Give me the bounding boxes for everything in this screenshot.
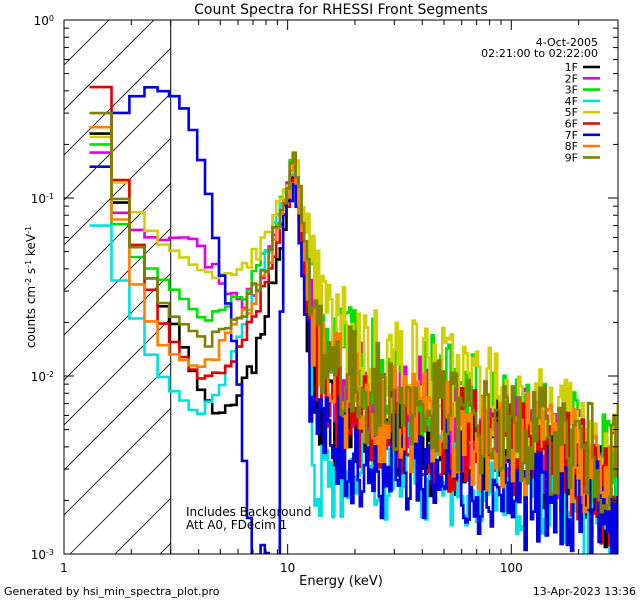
- plot-frame: [63, 19, 619, 555]
- chart-title: Count Spectra for RHESSI Front Segments: [194, 2, 488, 18]
- y-axis-label-sup: -1: [24, 226, 33, 234]
- footer-generated-by: Generated by hsi_min_spectra_plot.pro: [4, 585, 220, 598]
- legend-label-3f: 3F: [565, 84, 578, 97]
- hatch-line: [64, 92, 171, 201]
- y-axis-label-sup: -2: [24, 278, 33, 286]
- y-axis-label-sup: -1: [24, 260, 33, 268]
- time-range: 02:21:00 to 02:22:00: [481, 47, 598, 60]
- legend-label-9f: 9F: [565, 151, 578, 164]
- x-axis-ticks: 1 10 100: [60, 20, 619, 575]
- legend-label-7f: 7F: [565, 129, 578, 142]
- y-axis-label-part: counts cm: [24, 286, 38, 348]
- series-layer: [89, 85, 618, 554]
- hatch-line: [64, 362, 171, 471]
- hatch-line: [69, 452, 171, 554]
- legend-label-2f: 2F: [565, 72, 578, 85]
- legend-label-1f: 1F: [565, 61, 578, 74]
- footer-timestamp: 13-Apr-2023 13:36: [533, 585, 636, 598]
- y-axis-label: counts cm-2 s-1 keV-1: [24, 226, 39, 348]
- series-7f: [89, 86, 618, 554]
- legend-label-4f: 4F: [565, 95, 578, 108]
- hatch-line: [64, 20, 155, 111]
- y-axis-ticks: 100 10-1 10-2 10-3: [31, 14, 618, 563]
- hatch-line: [64, 227, 171, 336]
- series-9f: [89, 111, 618, 514]
- legend-label-6f: 6F: [565, 118, 578, 131]
- y-axis-label-part: s: [24, 268, 38, 278]
- y-tick-label: 100: [34, 14, 54, 29]
- hatch-line: [64, 407, 171, 516]
- hatch-line: [64, 47, 171, 156]
- legend-label-8f: 8F: [565, 140, 578, 153]
- hatch-line: [64, 182, 171, 291]
- observation-date: 4-Oct-2005: [536, 36, 598, 49]
- x-tick-label: 10: [280, 561, 295, 575]
- x-tick-label: 1: [60, 561, 68, 575]
- hatch-line: [64, 20, 110, 66]
- y-axis-label-part: keV: [24, 233, 38, 260]
- legend-label-5f: 5F: [565, 106, 578, 119]
- y-tick-label: 10-3: [31, 548, 54, 563]
- y-tick-label: 10-1: [31, 192, 54, 207]
- y-tick-label: 10-2: [31, 370, 54, 385]
- annotation-background: Includes Background: [186, 505, 311, 519]
- x-tick-label: 100: [500, 561, 523, 575]
- annotation-attenuator: Att A0, FDecim 1: [186, 518, 287, 532]
- series-8f: [89, 125, 618, 514]
- x-axis-label: Energy (keV): [299, 574, 383, 589]
